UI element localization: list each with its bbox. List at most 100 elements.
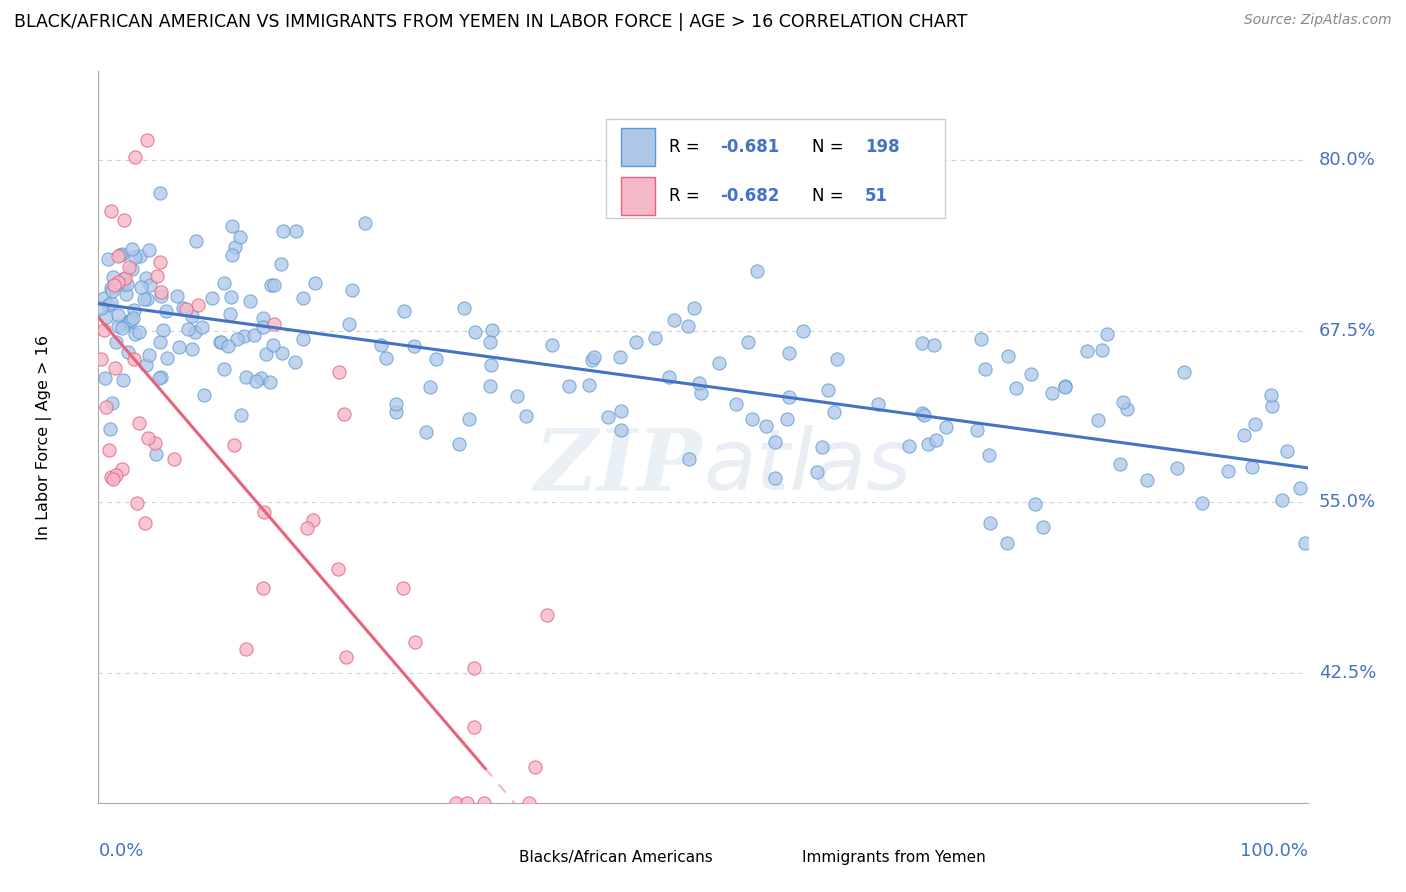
Point (254, 346, 277, 360)
Point (134, 292, 156, 306)
Point (121, 262, 143, 277)
Point (152, 322, 174, 336)
Point (108, 248, 131, 262)
Point (1166, 460, 1188, 475)
Point (101, 284, 124, 298)
Point (741, 411, 763, 425)
Point (162, 452, 184, 467)
Point (479, 335, 502, 350)
Point (125, 496, 148, 510)
Point (1243, 417, 1265, 431)
Text: 0.0%: 0.0% (98, 842, 143, 860)
Point (148, 371, 170, 385)
Point (184, 326, 207, 340)
Text: 51: 51 (865, 187, 889, 205)
Point (1289, 481, 1312, 495)
Point (823, 405, 845, 419)
Point (135, 358, 157, 372)
FancyBboxPatch shape (761, 841, 794, 874)
Point (193, 388, 215, 402)
Point (115, 277, 138, 291)
Point (224, 239, 246, 253)
Point (868, 397, 890, 411)
Point (536, 608, 558, 623)
Point (977, 448, 1000, 462)
Point (200, 291, 222, 305)
Point (1091, 343, 1114, 357)
Text: R =: R = (669, 187, 706, 205)
Point (463, 720, 485, 734)
Point (115, 287, 138, 301)
Point (97, 298, 120, 312)
Point (1116, 402, 1139, 417)
Text: 42.5%: 42.5% (1319, 664, 1376, 681)
Point (817, 384, 839, 398)
Point (912, 408, 935, 422)
Point (104, 335, 127, 350)
Point (911, 335, 934, 350)
Point (517, 796, 540, 810)
Point (644, 331, 666, 345)
Text: BLACK/AFRICAN AMERICAN VS IMMIGRANTS FROM YEMEN IN LABOR FORCE | AGE > 16 CORREL: BLACK/AFRICAN AMERICAN VS IMMIGRANTS FRO… (14, 13, 967, 31)
Point (1019, 367, 1042, 381)
Point (385, 405, 408, 419)
Point (610, 424, 633, 438)
Point (683, 301, 706, 315)
Text: 100.0%: 100.0% (1240, 842, 1308, 860)
Text: Source: ZipAtlas.com: Source: ZipAtlas.com (1244, 13, 1392, 28)
Point (301, 513, 323, 527)
Point (897, 439, 920, 453)
Point (172, 301, 194, 315)
Point (270, 345, 292, 359)
Point (1277, 444, 1299, 458)
Point (763, 471, 786, 485)
Point (463, 661, 485, 675)
Point (209, 335, 232, 350)
Point (917, 437, 939, 451)
Point (149, 186, 172, 200)
Point (1097, 327, 1119, 342)
Point (243, 328, 266, 343)
Point (447, 437, 470, 451)
Text: ZIP: ZIP (536, 425, 703, 508)
Point (128, 325, 150, 339)
Point (1271, 493, 1294, 508)
Point (103, 278, 125, 293)
Point (391, 581, 413, 595)
Text: N =: N = (811, 187, 849, 205)
Point (139, 278, 162, 293)
Point (93, 323, 115, 337)
Point (935, 420, 957, 434)
Point (404, 339, 426, 353)
Point (128, 416, 150, 430)
Point (149, 335, 172, 350)
Point (263, 317, 285, 331)
Point (775, 412, 797, 426)
Point (259, 375, 281, 389)
Point (114, 271, 136, 285)
Point (180, 309, 202, 323)
Point (974, 362, 997, 376)
Point (1040, 386, 1063, 401)
Point (252, 582, 274, 596)
Point (218, 307, 240, 321)
Point (479, 379, 502, 393)
Point (404, 634, 426, 648)
Point (239, 293, 262, 308)
Point (252, 505, 274, 519)
Point (149, 370, 172, 384)
FancyBboxPatch shape (606, 119, 945, 218)
Point (177, 322, 200, 336)
FancyBboxPatch shape (621, 177, 655, 215)
Point (1109, 457, 1132, 471)
Point (107, 318, 129, 333)
Point (392, 304, 415, 318)
Point (245, 374, 267, 388)
Point (124, 150, 146, 164)
Point (260, 278, 283, 293)
Point (101, 269, 124, 284)
Point (124, 326, 146, 341)
Point (89, 351, 111, 366)
Point (558, 378, 581, 392)
Text: Blacks/African Americans: Blacks/African Americans (519, 850, 713, 864)
